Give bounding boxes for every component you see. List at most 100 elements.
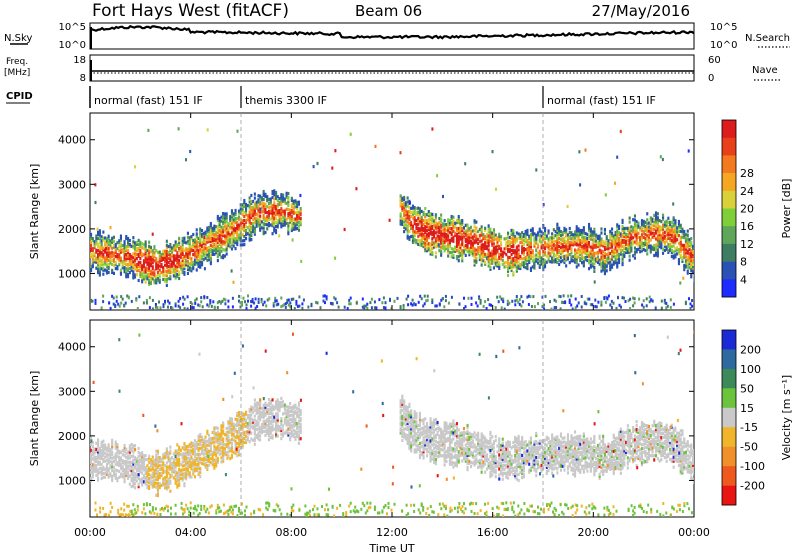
echo-cell [679,239,682,243]
echo-cell [467,296,470,300]
echo-cell [299,213,302,217]
echo-cell [183,474,186,478]
echo-cell [632,228,635,232]
echo-cell [130,262,133,266]
echo-cell [248,224,251,228]
echo-cell [114,244,117,249]
echo-cell [225,220,228,224]
echo-cell [132,272,135,276]
echo-cell [575,227,578,231]
echo-cell [102,439,105,443]
echo-cell [267,201,270,206]
echo-cell [245,210,248,215]
echo-cell [556,256,559,260]
echo-cell [611,227,614,231]
echo-cell [586,238,589,242]
echo-cell [155,265,158,269]
echo-cell [651,231,654,235]
echo-cell [441,228,444,232]
echo-cell [484,244,487,248]
panel-frame [89,112,695,311]
echo-cell [218,222,221,227]
echo-cell [659,155,662,159]
echo-cell [478,296,481,300]
echo-cell [660,246,663,250]
echo-cell [188,453,191,457]
echo-cell [515,237,518,241]
echo-cell [216,216,219,221]
echo-cell [644,248,647,253]
echo-cell [424,221,427,225]
echo-cell [264,204,267,208]
echo-cell [234,229,237,233]
echo-cell [665,229,668,233]
echo-cell [197,442,200,446]
echo-cell [253,226,256,230]
echo-cell [112,302,115,306]
echo-cell [491,249,494,253]
echo-cell [443,305,446,309]
echo-cell [450,217,453,221]
echo-cell [282,215,285,219]
echo-cell [183,262,186,266]
echo-cell [211,441,214,445]
echo-cell [257,297,260,301]
echo-cell [438,239,441,243]
echo-cell [445,239,448,243]
echo-cell [292,207,295,211]
echo-cell [633,297,636,301]
echo-cell [570,243,573,247]
echo-cell [640,249,643,253]
echo-cell [127,242,130,247]
echo-cell [503,265,506,269]
echo-cell [176,263,179,267]
echo-cell [245,233,248,237]
echo-cell [201,457,204,461]
echo-cell [422,223,425,227]
echo-cell [478,245,481,250]
echo-cell [547,243,550,247]
echo-cell [290,222,293,227]
echo-cell [633,230,636,234]
echo-cell [174,246,177,250]
echo-cell [292,209,295,213]
echo-cell [156,260,159,265]
echo-cell [413,216,416,220]
echo-cell [151,277,154,281]
echo-cell [216,227,219,231]
echo-cell [125,267,128,271]
echo-cell [594,305,597,309]
echo-cell [575,225,578,229]
echo-cell [593,243,596,247]
echo-cell [635,232,638,236]
echo-cell [679,243,682,247]
echo-cell [134,251,137,255]
echo-cell [440,231,443,235]
echo-cell [461,219,464,223]
echo-cell [588,243,591,247]
echo-cell [616,255,619,259]
echo-cell [165,465,168,469]
echo-cell [683,266,686,270]
echo-cell [259,228,262,232]
echo-cell [172,244,175,248]
echo-cell [549,260,552,264]
echo-cell [672,216,675,220]
echo-cell [635,220,638,224]
echo-cell [492,246,495,250]
echo-cell [158,256,161,260]
echo-cell [686,255,689,259]
echo-cell [640,243,643,247]
echo-cell [422,304,425,308]
echo-cell [415,223,418,227]
echo-cell [128,482,131,486]
echo-cell [156,487,159,491]
echo-cell [183,272,186,276]
echo-cell [216,237,219,241]
echo-cell [436,222,439,226]
echo-cell [588,229,591,233]
echo-cell [174,256,177,260]
echo-cell [135,469,138,473]
echo-cell [123,472,126,476]
echo-cell [515,269,518,273]
